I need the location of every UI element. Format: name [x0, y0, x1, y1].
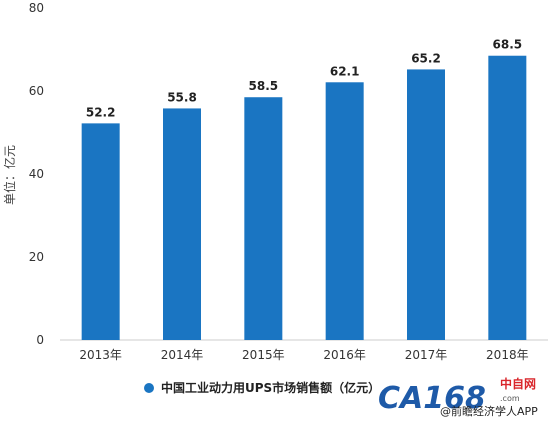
x-tick-label: 2014年	[161, 348, 204, 362]
y-tick-label: 0	[36, 333, 44, 347]
bar-2016年	[325, 82, 364, 340]
data-label: 52.2	[86, 105, 116, 119]
ca168-logo: CA168 中自网 .com	[378, 376, 536, 416]
logo-dotcom-text: .com	[500, 394, 520, 403]
x-tick-label: 2018年	[486, 348, 529, 362]
x-axis-tick-labels: 2013年 2014年 2015年 2016年 2017年 2018年	[79, 348, 528, 362]
x-tick-label: 2013年	[79, 348, 122, 362]
x-tick-label: 2016年	[323, 348, 366, 362]
source-credit: @前瞻经济学人APP	[440, 404, 538, 418]
data-label: 68.5	[493, 38, 523, 52]
y-tick-label: 40	[29, 167, 44, 181]
legend-label: 中国工业动力用UPS市场销售额（亿元）	[161, 380, 380, 395]
y-axis-tick-labels: 0 20 40 60 80	[29, 1, 44, 347]
bars	[81, 55, 527, 341]
y-axis-title: 单位：亿元	[2, 145, 17, 205]
bar-2014年	[163, 108, 201, 341]
data-label: 62.1	[330, 64, 360, 78]
y-tick-label: 60	[29, 84, 44, 98]
legend-marker	[144, 383, 154, 393]
data-labels: 52.2 55.8 58.5 62.1 65.2 68.5	[86, 38, 522, 120]
y-tick-label: 80	[29, 1, 44, 15]
bar-2018年	[488, 55, 527, 340]
logo-cn-text: 中自网	[500, 376, 536, 391]
bar-2017年	[407, 69, 445, 341]
logo-main-text: CA168	[378, 381, 486, 416]
x-tick-label: 2015年	[242, 348, 285, 362]
bar-2013年	[81, 123, 120, 341]
data-label: 65.2	[411, 51, 441, 65]
data-label: 55.8	[167, 90, 197, 104]
x-tick-label: 2017年	[405, 348, 448, 362]
bar-2015年	[244, 97, 283, 340]
legend: 中国工业动力用UPS市场销售额（亿元）	[144, 380, 380, 395]
y-tick-label: 20	[29, 250, 44, 264]
data-label: 58.5	[249, 79, 279, 93]
